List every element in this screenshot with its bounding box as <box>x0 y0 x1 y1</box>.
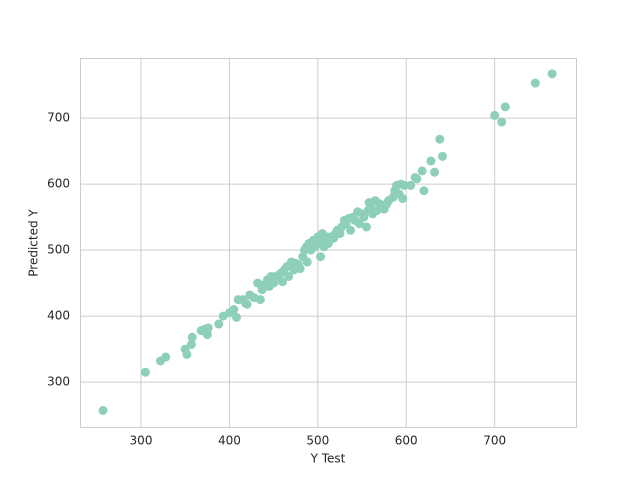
point <box>435 134 445 144</box>
y-axis-label: Predicted Y <box>27 209 41 277</box>
point <box>426 156 436 166</box>
point <box>359 212 369 222</box>
point <box>253 278 263 288</box>
point <box>412 174 422 184</box>
point <box>98 405 108 415</box>
y-tick-label: 500 <box>47 243 70 257</box>
point <box>406 180 416 190</box>
point <box>284 271 294 281</box>
point <box>419 186 429 196</box>
point <box>182 349 192 359</box>
y-tick-label: 300 <box>47 375 70 389</box>
point <box>398 194 408 204</box>
point <box>187 332 197 342</box>
point <box>490 110 500 120</box>
y-tick-label: 400 <box>47 309 70 323</box>
y-tick-label: 700 <box>47 111 70 125</box>
point <box>354 219 364 229</box>
point <box>315 252 325 262</box>
point <box>214 319 224 329</box>
point <box>231 312 241 322</box>
point <box>295 264 305 274</box>
x-tick-label: 400 <box>218 434 241 448</box>
point <box>437 151 447 161</box>
point <box>203 323 213 333</box>
plot-frame <box>80 58 577 428</box>
point <box>399 180 409 190</box>
point <box>161 352 171 362</box>
point <box>255 295 265 305</box>
point <box>186 339 196 349</box>
point <box>277 277 287 287</box>
x-axis-label: Y Test <box>310 452 346 466</box>
point <box>202 330 212 340</box>
point <box>530 78 540 88</box>
x-tick-label: 500 <box>306 434 329 448</box>
point <box>361 222 371 232</box>
point <box>497 117 507 127</box>
point <box>430 167 440 177</box>
y-tick-label: 600 <box>47 177 70 191</box>
point <box>140 367 150 377</box>
point <box>417 166 427 176</box>
point <box>547 69 557 79</box>
point <box>346 225 356 235</box>
point <box>229 305 239 315</box>
point <box>302 257 312 267</box>
x-tick-label: 700 <box>483 434 506 448</box>
point <box>242 299 252 309</box>
x-tick-label: 300 <box>130 434 153 448</box>
point <box>500 102 510 112</box>
x-tick-label: 600 <box>395 434 418 448</box>
